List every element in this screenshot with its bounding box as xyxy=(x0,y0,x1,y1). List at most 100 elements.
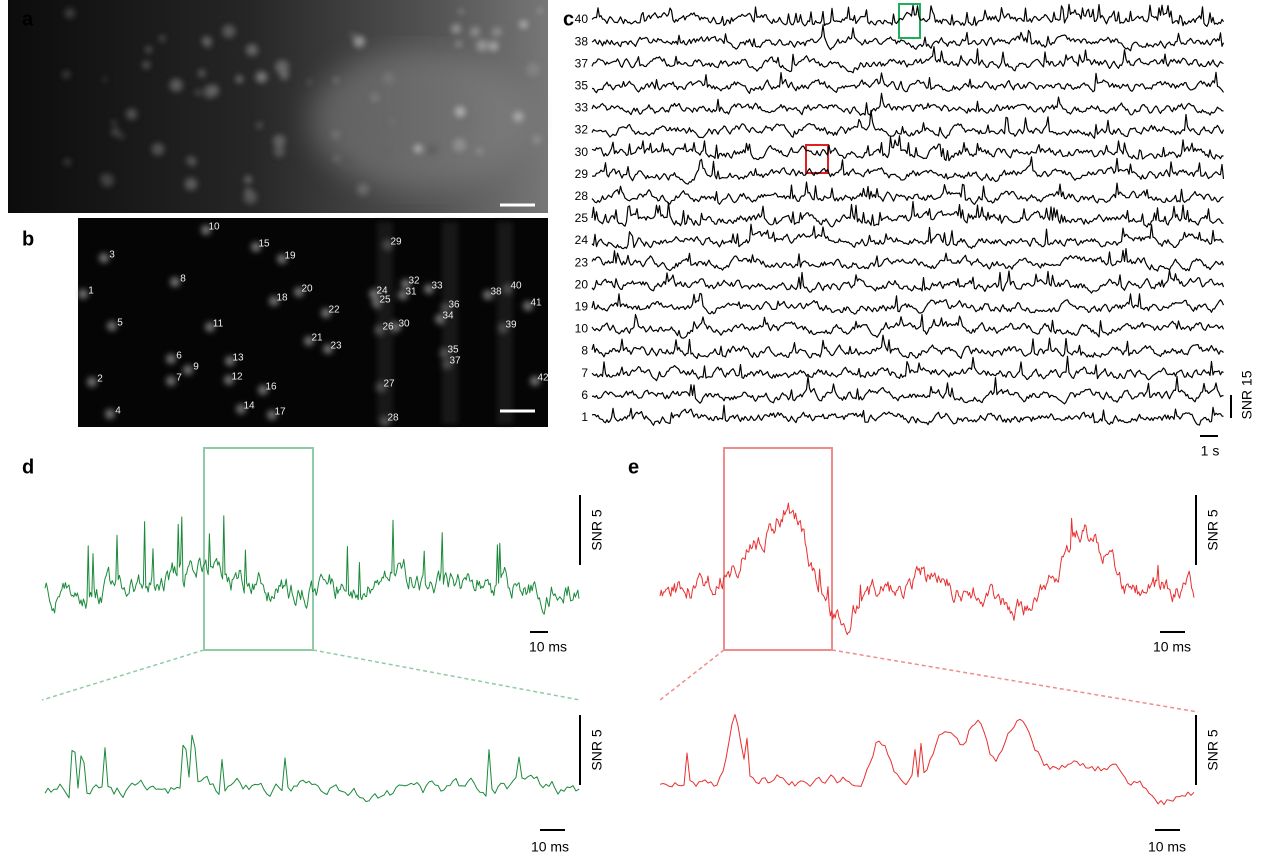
cell xyxy=(145,46,153,54)
cell xyxy=(523,301,533,311)
scale-label: SNR 5 xyxy=(1205,509,1221,550)
trace xyxy=(591,109,1225,139)
cell xyxy=(151,142,165,156)
scale-label: 1 s xyxy=(1201,443,1220,459)
cell xyxy=(349,32,355,38)
cell xyxy=(87,377,97,387)
cell xyxy=(197,69,206,78)
cell xyxy=(537,8,543,13)
cell xyxy=(63,158,72,166)
cell xyxy=(323,344,333,354)
trace xyxy=(44,734,580,802)
cell xyxy=(272,134,286,148)
neuron-label: 2 xyxy=(97,374,103,385)
cell xyxy=(304,336,314,346)
cell xyxy=(166,376,176,386)
cell xyxy=(492,27,502,37)
scale-label: SNR 5 xyxy=(1205,729,1221,770)
cell xyxy=(245,187,251,194)
cell xyxy=(269,296,279,306)
trace-label: 40 xyxy=(575,12,589,26)
cell xyxy=(142,61,151,69)
neuron-label: 25 xyxy=(379,295,391,306)
cell xyxy=(502,27,509,33)
cell xyxy=(105,409,115,419)
trace-label: 38 xyxy=(575,34,589,48)
trace xyxy=(591,248,1225,272)
trace-label: 30 xyxy=(575,145,589,159)
neuron-label: 37 xyxy=(449,356,461,367)
neuron-label: 31 xyxy=(405,287,417,298)
cell xyxy=(413,144,423,153)
trace xyxy=(591,92,1224,116)
cell xyxy=(487,33,498,44)
cell xyxy=(166,354,176,364)
cell xyxy=(455,41,462,47)
neuron-label: 7 xyxy=(176,373,182,384)
neuron-label: 19 xyxy=(284,251,296,262)
neuron-label: 20 xyxy=(301,284,313,295)
neuron-label: 35 xyxy=(447,345,459,356)
trace-label: 1 xyxy=(581,410,588,424)
trace xyxy=(591,334,1224,360)
cell xyxy=(470,26,481,37)
neuron-label: 14 xyxy=(243,401,255,412)
trace-label: 7 xyxy=(581,366,588,380)
neuron-label: 33 xyxy=(431,281,443,292)
neuron-label: 11 xyxy=(213,319,224,330)
trace xyxy=(591,181,1224,205)
neuron-label: 38 xyxy=(490,287,502,298)
scale-label: SNR 5 xyxy=(589,509,605,550)
trace-label: 35 xyxy=(575,78,589,92)
cell xyxy=(258,385,268,395)
cell xyxy=(201,36,212,47)
cell xyxy=(340,157,352,169)
cell xyxy=(388,118,397,126)
neuron-label: 23 xyxy=(330,341,342,352)
cell xyxy=(526,62,540,77)
trace xyxy=(591,355,1224,382)
cell xyxy=(201,225,211,235)
panel-label: b xyxy=(22,228,34,250)
panel-label: d xyxy=(22,456,34,478)
trace-label: 28 xyxy=(575,189,589,203)
cell xyxy=(222,24,236,38)
cell xyxy=(321,308,331,318)
cell xyxy=(275,60,289,74)
trace xyxy=(591,46,1224,74)
trace xyxy=(591,269,1225,294)
cell xyxy=(251,242,261,252)
cell xyxy=(369,289,379,299)
cell xyxy=(458,9,464,14)
cell xyxy=(307,80,312,85)
neuron-label: 29 xyxy=(390,237,402,248)
trace xyxy=(591,223,1224,250)
cell xyxy=(64,8,75,19)
cell xyxy=(205,322,215,332)
neuron-label: 42 xyxy=(537,373,549,384)
cell xyxy=(279,70,289,80)
cell xyxy=(224,375,234,385)
cell xyxy=(185,155,196,165)
cell xyxy=(438,40,447,49)
neuron-label: 9 xyxy=(193,362,199,373)
cell xyxy=(453,138,467,152)
cell xyxy=(513,111,524,122)
trace-label: 10 xyxy=(575,322,589,336)
cell xyxy=(184,177,198,191)
highlight-box xyxy=(898,3,921,39)
trace xyxy=(591,375,1224,405)
trace xyxy=(591,3,1225,27)
neuron-label: 5 xyxy=(117,318,123,329)
cell xyxy=(401,279,411,289)
cell xyxy=(78,289,88,299)
cell xyxy=(333,77,339,83)
cell xyxy=(530,376,540,386)
cell xyxy=(169,78,183,92)
cell xyxy=(170,277,180,287)
cell xyxy=(236,404,246,414)
cell xyxy=(62,70,71,79)
trace xyxy=(591,201,1224,228)
cell xyxy=(118,133,124,139)
